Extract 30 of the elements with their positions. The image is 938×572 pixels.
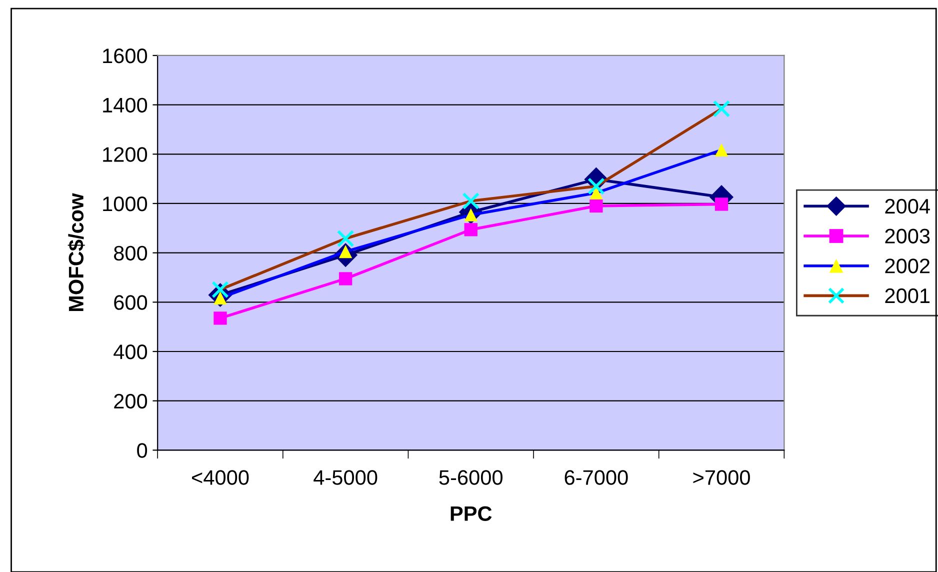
y-tick-label: 0 [137,443,148,458]
point [714,198,728,211]
legend-label: 2001 [885,288,930,304]
legend-label: 2003 [885,228,930,244]
y-tick-label: 1400 [103,98,148,113]
x-tick-label: <4000 [192,470,249,485]
point [712,100,730,118]
y-tick-label: 200 [114,394,148,409]
y-axis-title: MOFC$/cow [68,193,85,312]
x-axis-title: PPC [450,506,492,521]
point [462,192,480,210]
y-tick-label: 1200 [103,147,148,162]
y-tick-label: 1000 [103,196,148,212]
x-tick-label: 4-5000 [314,470,378,485]
point [336,230,354,248]
y-tick-label: 400 [114,344,148,360]
x-tick-label: 6-7000 [564,470,628,485]
point [590,199,603,213]
point [338,272,352,286]
legend-label: 2002 [885,258,930,274]
point [214,312,227,325]
x-tick-label: 5-6000 [439,470,502,485]
legend-label: 2004 [885,198,930,214]
point [464,223,478,236]
y-tick-label: 800 [114,246,148,261]
y-tick-label: 1600 [103,48,148,64]
point [590,186,603,200]
y-tick-label: 600 [114,295,148,310]
x-tick-label: >7000 [693,470,750,485]
point [714,143,728,157]
